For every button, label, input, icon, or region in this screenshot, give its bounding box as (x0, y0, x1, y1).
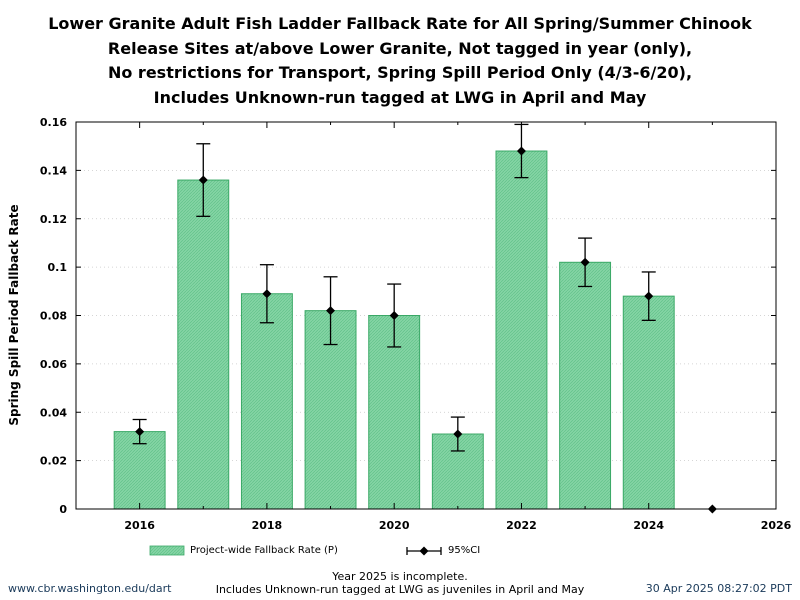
x-tick-label: 2026 (761, 519, 792, 532)
ci-point (453, 429, 463, 439)
y-tick-label: 0.06 (40, 358, 67, 371)
y-tick-label: 0.02 (40, 455, 67, 468)
x-tick-label: 2020 (379, 519, 410, 532)
legend (149, 545, 442, 556)
ci-point (516, 146, 526, 156)
ci-point (389, 311, 399, 320)
footer-note-incomplete: Year 2025 is incomplete. (332, 570, 468, 583)
footer-source-link[interactable]: www.cbr.washington.edu/dart (8, 582, 172, 595)
y-axis-label: Spring Spill Period Fallback Rate (7, 204, 21, 425)
ci-point (580, 257, 590, 267)
ci-point (198, 175, 208, 185)
y-tick-label: 0.12 (40, 213, 67, 226)
chart-title: Lower Granite Adult Fish Ladder Fallback… (0, 12, 800, 110)
y-tick-label: 0 (59, 503, 67, 516)
y-tick-label: 0.16 (40, 116, 67, 129)
bar (113, 431, 166, 510)
bar (240, 293, 293, 510)
bar (177, 179, 230, 510)
footer-notes: Year 2025 is incomplete. Includes Unknow… (0, 570, 800, 596)
x-tick-label: 2016 (124, 519, 155, 532)
bar (495, 150, 548, 510)
x-tick-label: 2018 (252, 519, 283, 532)
ci-point (644, 291, 654, 301)
chart-title-line-3: No restrictions for Transport, Spring Sp… (107, 63, 693, 82)
legend-swatch-bar (149, 545, 185, 556)
bar (559, 261, 612, 510)
legend-label-fallback-rate: Project-wide Fallback Rate (P) (190, 545, 338, 556)
y-axis: 0 0.02 0.04 0.06 0.08 0.1 0.12 0.14 0.16 (40, 116, 776, 516)
footer-timestamp: 30 Apr 2025 08:27:02 PDT (645, 582, 792, 595)
y-tick-label: 0.1 (48, 261, 68, 274)
error-bars (132, 123, 717, 514)
y-tick-label: 0.08 (40, 310, 67, 323)
legend-label-ci: 95%CI (448, 545, 481, 556)
x-tick-label: 2024 (633, 519, 664, 532)
chart-title-line-2: Release Sites at/above Lower Granite, No… (107, 38, 693, 58)
bars (113, 150, 675, 510)
ci-point (135, 427, 145, 437)
y-tick-label: 0.14 (40, 164, 67, 177)
chart-title-line-1: Lower Granite Adult Fish Ladder Fallback… (48, 14, 752, 33)
bar (622, 295, 675, 510)
chart-title-line-4: Includes Unknown-run tagged at LWG in Ap… (153, 87, 647, 107)
y-tick-label: 0.04 (40, 406, 67, 419)
ci-point (326, 306, 336, 316)
ci-point (262, 289, 272, 299)
legend-swatch-ci-diamond (419, 546, 429, 556)
x-tick-label: 2022 (506, 519, 537, 532)
footer-note-unknown-run: Includes Unknown-run tagged at LWG as ju… (215, 583, 585, 596)
x-axis: 2016 2018 2020 2022 2024 2026 (75, 122, 792, 532)
